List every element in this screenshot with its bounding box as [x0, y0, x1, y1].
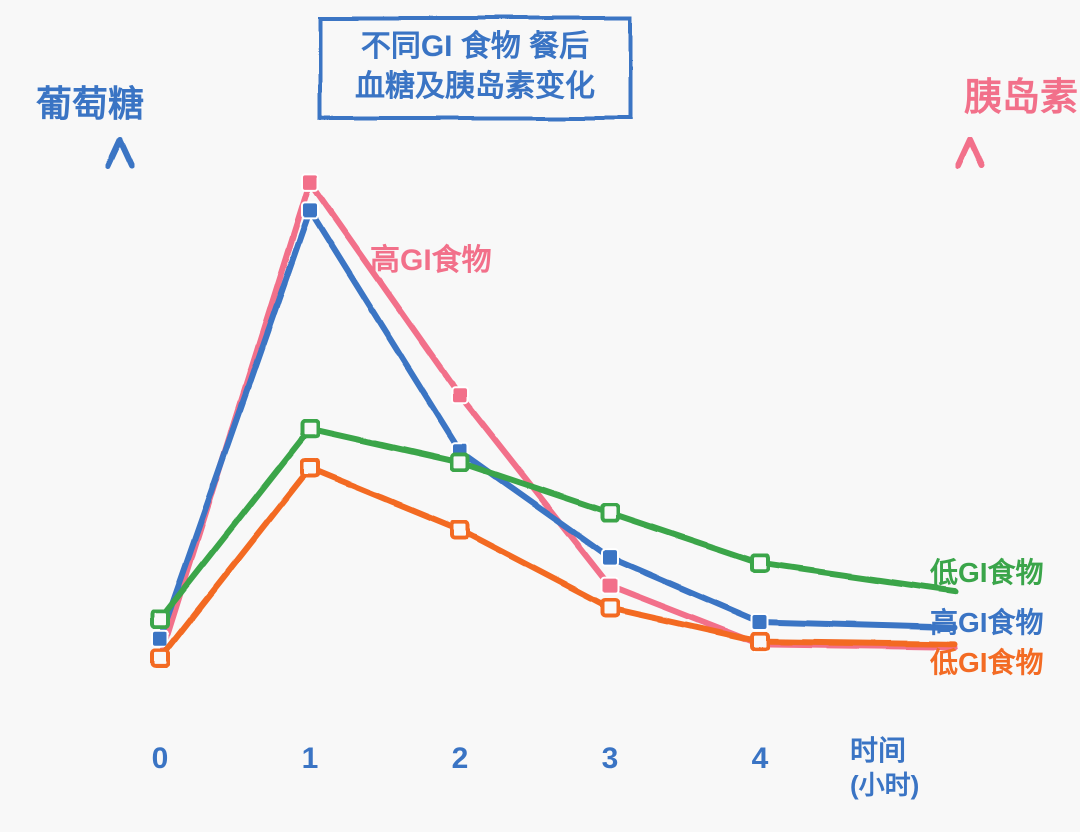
marker	[152, 611, 168, 627]
marker	[452, 387, 468, 403]
marker	[752, 614, 768, 630]
x-tick-label: 4	[752, 742, 769, 775]
x-axis-label-line1: 时间	[850, 735, 906, 766]
y-axis-right-label: 胰岛素	[964, 77, 1078, 119]
x-tick-label: 3	[602, 742, 619, 775]
series-end-label-high_gi_glucose: 高GI食物	[930, 606, 1044, 638]
x-tick-label: 0	[152, 742, 169, 775]
marker	[302, 421, 318, 437]
marker	[452, 454, 468, 470]
marker	[452, 522, 468, 538]
chart-title-line2: 血糖及胰岛素变化	[355, 69, 595, 103]
marker	[152, 631, 168, 647]
marker	[602, 505, 618, 521]
marker	[152, 650, 168, 666]
marker	[602, 600, 618, 616]
series-end-label-low_gi_glucose: 低GI食物	[929, 556, 1044, 588]
series-label-high_gi_insulin: 高GI食物	[370, 243, 492, 277]
marker	[752, 555, 768, 571]
marker	[602, 578, 618, 594]
marker	[302, 202, 318, 218]
x-tick-label: 1	[302, 742, 319, 775]
x-tick-label: 2	[452, 742, 469, 775]
marker	[302, 174, 318, 190]
marker	[602, 550, 618, 566]
y-axis-left-label: 葡萄糖	[36, 83, 144, 124]
chart-title-line1: 不同GI 食物 餐后	[361, 29, 589, 63]
x-axis-label-line2: (小时)	[850, 770, 919, 800]
marker	[752, 634, 768, 650]
line-chart: 不同GI 食物 餐后血糖及胰岛素变化 葡萄糖 胰岛素 0 1 2 3 4 时间 (小时) 高GI食物…	[0, 0, 1080, 832]
marker	[302, 460, 318, 476]
series-end-label-low_gi_insulin: 低GI食物	[929, 646, 1044, 678]
